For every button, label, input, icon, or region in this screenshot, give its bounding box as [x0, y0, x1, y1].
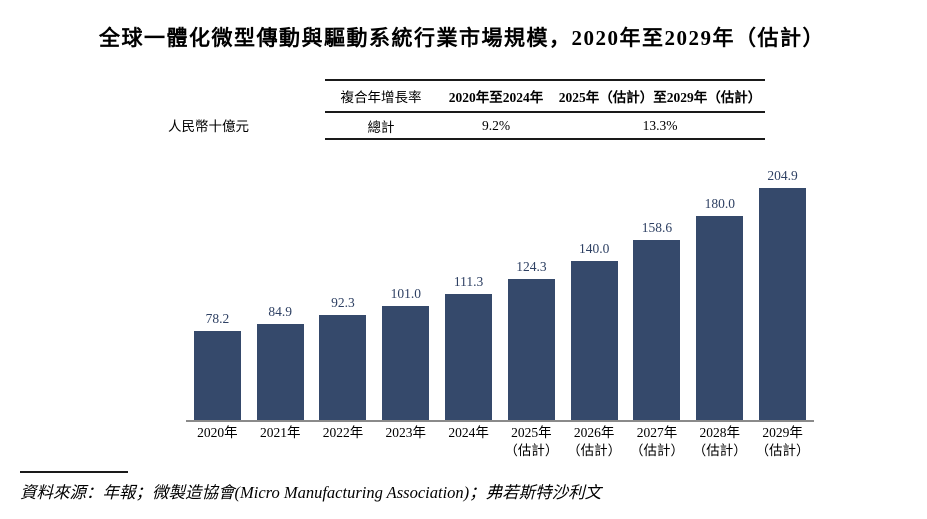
bar-column: 111.3	[437, 274, 500, 420]
source-separator-line	[20, 471, 128, 473]
bar-column: 204.9	[751, 168, 814, 420]
bar-value-label: 204.9	[767, 168, 798, 183]
bar-column: 92.3	[312, 295, 375, 420]
cagr-header-period-2025-2029: 2025年（估計）至2029年（估計）	[558, 90, 762, 105]
bar	[696, 216, 744, 420]
bar-value-label: 92.3	[331, 295, 355, 310]
bar	[759, 188, 807, 420]
x-axis-label: 2026年 （估計）	[567, 425, 622, 458]
cagr-row-label: 總計	[367, 119, 395, 135]
x-axis-label: 2023年	[385, 425, 427, 440]
bar-chart-plot-area: 78.2 84.9 92.3 101.0 111.3 124.3 140.0 158.6 180…	[186, 150, 814, 422]
y-axis-unit-label: 人民幣十億元	[168, 119, 249, 134]
cagr-header-period-2020-2024: 2020年至2024年	[448, 90, 544, 105]
bar	[193, 331, 241, 420]
bar-value-label: 84.9	[268, 304, 292, 319]
cagr-value-2020-2024: 9.2%	[481, 117, 511, 133]
x-axis-label: 2020年	[197, 425, 238, 440]
bar-value-label: 101.0	[390, 286, 421, 301]
x-axis-label: 2025年 （估計）	[504, 425, 559, 458]
cagr-header-metric: 複合年增長率	[340, 90, 422, 105]
cagr-table: 複合年增長率 2020年至2024年 2025年（估計）至2029年（估計） 總…	[325, 79, 765, 140]
x-axis-label: 2024年	[448, 425, 489, 440]
x-axis-label: 2028年 （估計）	[692, 425, 747, 458]
bar	[633, 240, 681, 420]
bar-column: 158.6	[626, 220, 689, 420]
bar-value-label: 78.2	[205, 311, 230, 326]
bar-value-label: 111.3	[453, 274, 484, 289]
bar-column: 180.0	[688, 196, 751, 420]
cagr-table-total-row: 總計 9.2% 13.3%	[325, 113, 765, 140]
bar	[507, 279, 555, 420]
bars-area: 78.2 84.9 92.3 101.0 111.3 124.3 140.0 158.6 180…	[186, 150, 814, 420]
bar-value-label: 158.6	[641, 220, 673, 235]
bar	[256, 324, 304, 420]
bar-column: 78.2	[186, 311, 249, 420]
bar-value-label: 124.3	[516, 259, 547, 274]
bar	[382, 306, 430, 420]
bar-column: 101.0	[374, 286, 437, 420]
x-axis-label: 2022年	[322, 425, 364, 440]
bar-value-label: 140.0	[578, 241, 610, 256]
chart-title: 全球一體化微型傳動與驅動系統行業市場規模，2020年至2029年（估計）	[99, 26, 825, 50]
x-axis-label: 2027年 （估計）	[629, 425, 684, 458]
bar	[319, 315, 367, 420]
bar	[570, 261, 618, 420]
x-axis-labels: 2020年 2021年 2022年 2023年 2024年 2025年 （估計） 2026年…	[186, 424, 814, 459]
bar-column: 84.9	[249, 304, 312, 420]
bar-value-label: 180.0	[704, 196, 735, 211]
x-axis-label: 2021年	[259, 425, 301, 440]
bar	[445, 294, 493, 420]
source-note: 資料來源：年報；微製造協會(Micro Manufacturing Associ…	[20, 483, 602, 502]
cagr-value-2025-2029: 13.3%	[642, 117, 678, 133]
bar-column: 140.0	[563, 241, 626, 420]
x-axis-label: 2029年 （估計）	[755, 425, 810, 458]
cagr-table-header-row: 複合年增長率 2020年至2024年 2025年（估計）至2029年（估計）	[325, 79, 765, 113]
bar-column: 124.3	[500, 259, 563, 420]
